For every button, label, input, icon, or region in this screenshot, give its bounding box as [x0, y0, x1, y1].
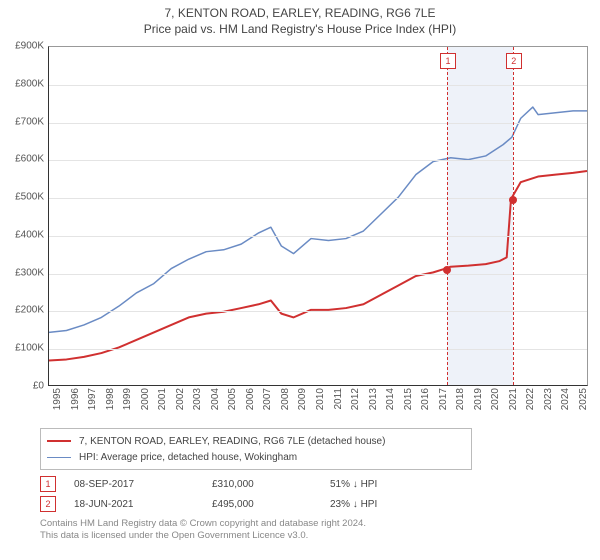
legend-row: 7, KENTON ROAD, EARLEY, READING, RG6 7LE…: [47, 433, 465, 449]
sale-delta: 51% ↓ HPI: [330, 479, 470, 490]
chart-container: 7, KENTON ROAD, EARLEY, READING, RG6 7LE…: [0, 0, 600, 560]
sales-row: 2 18-JUN-2021 £495,000 23% ↓ HPI: [40, 494, 560, 514]
legend-row: HPI: Average price, detached house, Woki…: [47, 449, 465, 465]
sale-date: 08-SEP-2017: [74, 479, 194, 490]
gridline: [49, 274, 587, 275]
x-tick-label: 2014: [385, 388, 396, 418]
gridline: [49, 160, 587, 161]
x-tick-label: 2003: [192, 388, 203, 418]
x-tick-label: 2020: [490, 388, 501, 418]
x-tick-label: 2023: [543, 388, 554, 418]
legend-label-1: 7, KENTON ROAD, EARLEY, READING, RG6 7LE…: [79, 436, 385, 447]
sales-row: 1 08-SEP-2017 £310,000 51% ↓ HPI: [40, 474, 560, 494]
sale-delta: 23% ↓ HPI: [330, 499, 470, 510]
y-tick-label: £800K: [4, 78, 44, 89]
sale-price: £495,000: [212, 499, 312, 510]
y-tick-label: £600K: [4, 154, 44, 165]
x-tick-label: 2018: [455, 388, 466, 418]
gridline: [49, 349, 587, 350]
sale-marker-dot: [509, 196, 517, 204]
y-tick-label: £0: [4, 381, 44, 392]
footer-attribution: Contains HM Land Registry data © Crown c…: [40, 518, 580, 543]
x-tick-label: 2016: [420, 388, 431, 418]
x-tick-label: 2012: [350, 388, 361, 418]
x-tick-label: 2009: [297, 388, 308, 418]
x-tick-label: 2005: [227, 388, 238, 418]
sale-badge-1: 1: [40, 476, 56, 492]
x-tick-label: 1999: [122, 388, 133, 418]
gridline: [49, 198, 587, 199]
title-line1: 7, KENTON ROAD, EARLEY, READING, RG6 7LE: [0, 6, 600, 20]
x-tick-label: 2000: [140, 388, 151, 418]
sale-price: £310,000: [212, 479, 312, 490]
gridline: [49, 123, 587, 124]
x-tick-label: 2025: [578, 388, 589, 418]
gridline: [49, 85, 587, 86]
series-svg: [49, 47, 587, 385]
legend-label-2: HPI: Average price, detached house, Woki…: [79, 452, 297, 463]
x-tick-label: 2013: [368, 388, 379, 418]
footer-line2: This data is licensed under the Open Gov…: [40, 530, 580, 542]
x-tick-label: 2015: [403, 388, 414, 418]
x-tick-label: 2010: [315, 388, 326, 418]
legend: 7, KENTON ROAD, EARLEY, READING, RG6 7LE…: [40, 428, 472, 470]
y-tick-label: £300K: [4, 267, 44, 278]
series-price_paid: [49, 171, 587, 361]
x-tick-label: 2002: [175, 388, 186, 418]
x-tick-label: 2004: [210, 388, 221, 418]
y-tick-label: £900K: [4, 41, 44, 52]
x-tick-label: 2021: [508, 388, 519, 418]
reference-line: [447, 47, 448, 385]
title-line2: Price paid vs. HM Land Registry's House …: [0, 22, 600, 36]
x-tick-label: 2024: [560, 388, 571, 418]
gridline: [49, 311, 587, 312]
x-tick-label: 2007: [262, 388, 273, 418]
x-tick-label: 2008: [280, 388, 291, 418]
sale-badge-2: 2: [40, 496, 56, 512]
x-tick-label: 1998: [105, 388, 116, 418]
reference-badge: 2: [506, 53, 522, 69]
x-tick-label: 1997: [87, 388, 98, 418]
x-tick-label: 1996: [70, 388, 81, 418]
y-tick-label: £700K: [4, 116, 44, 127]
y-tick-label: £200K: [4, 305, 44, 316]
x-tick-label: 1995: [52, 388, 63, 418]
legend-swatch-1: [47, 440, 71, 442]
x-tick-label: 2022: [525, 388, 536, 418]
footer-line1: Contains HM Land Registry data © Crown c…: [40, 518, 580, 530]
y-tick-label: £500K: [4, 192, 44, 203]
reference-line: [513, 47, 514, 385]
x-tick-label: 2001: [157, 388, 168, 418]
series-hpi: [49, 107, 587, 332]
x-tick-label: 2011: [333, 388, 344, 418]
title-block: 7, KENTON ROAD, EARLEY, READING, RG6 7LE…: [0, 0, 600, 36]
y-tick-label: £100K: [4, 343, 44, 354]
x-tick-label: 2019: [473, 388, 484, 418]
x-tick-label: 2006: [245, 388, 256, 418]
sale-date: 18-JUN-2021: [74, 499, 194, 510]
sales-table: 1 08-SEP-2017 £310,000 51% ↓ HPI 2 18-JU…: [40, 474, 560, 514]
gridline: [49, 236, 587, 237]
y-tick-label: £400K: [4, 229, 44, 240]
sale-marker-dot: [443, 266, 451, 274]
reference-badge: 1: [440, 53, 456, 69]
legend-swatch-2: [47, 457, 71, 458]
x-tick-label: 2017: [438, 388, 449, 418]
plot-area: 12: [48, 46, 588, 386]
